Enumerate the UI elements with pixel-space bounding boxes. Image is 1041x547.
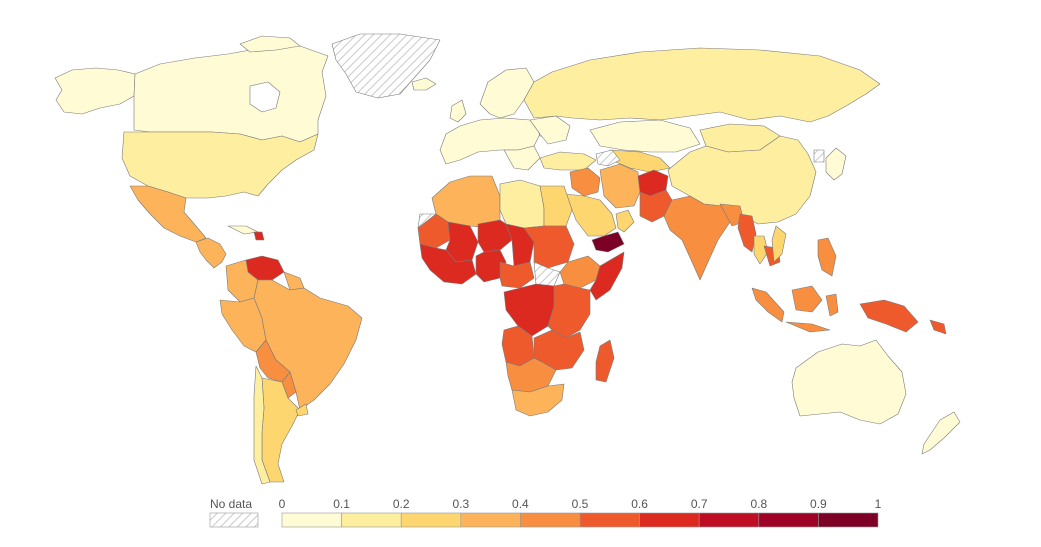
region-saudi-arabia[interactable] xyxy=(565,193,617,237)
legend-bin-7 xyxy=(698,512,760,528)
region-russia[interactable] xyxy=(523,47,881,123)
region-haiti[interactable] xyxy=(253,231,265,241)
region-syria-iraq[interactable] xyxy=(569,167,601,197)
region-thailand[interactable] xyxy=(753,235,769,265)
region-canada[interactable] xyxy=(133,45,329,143)
region-mexico[interactable] xyxy=(129,185,207,243)
legend-no-data-swatch xyxy=(209,512,259,528)
region-western-europe[interactable] xyxy=(439,117,541,165)
region-north-korea-nodata[interactable] xyxy=(813,149,825,163)
legend-tick-label: 0.5 xyxy=(572,497,589,511)
legend-bin-1 xyxy=(341,512,402,528)
legend-tick-label: 0.1 xyxy=(333,497,350,511)
region-niger[interactable] xyxy=(477,219,513,253)
region-turkey[interactable] xyxy=(539,151,597,171)
region-central-asia[interactable] xyxy=(609,149,671,173)
region-indonesia-sumatra[interactable] xyxy=(751,287,785,323)
legend-no-data-label: No data xyxy=(210,497,252,511)
region-hudson-bay xyxy=(249,81,281,113)
legend-bin-4 xyxy=(520,512,581,528)
region-egypt[interactable] xyxy=(539,185,573,227)
region-indonesia-java[interactable] xyxy=(785,321,831,333)
region-vietnam[interactable] xyxy=(771,225,787,263)
legend-tick-label: 1 xyxy=(875,497,882,511)
legend-tick-labels: 0 0.1 0.2 0.3 0.4 0.5 0.6 0.7 0.8 0.9 1 xyxy=(279,497,882,511)
legend-bin-3 xyxy=(460,512,521,528)
region-madagascar[interactable] xyxy=(595,339,615,383)
legend-bin-0 xyxy=(281,512,342,528)
region-korea-japan[interactable] xyxy=(825,147,847,181)
region-yemen[interactable] xyxy=(591,231,625,253)
region-india[interactable] xyxy=(663,195,731,281)
legend-bin-6 xyxy=(639,512,700,528)
legend-tick-label: 0.4 xyxy=(512,497,529,511)
region-caucasus-nodata[interactable] xyxy=(595,149,621,167)
region-philippines[interactable] xyxy=(817,237,837,277)
legend-bin-5 xyxy=(579,512,640,528)
region-iceland[interactable] xyxy=(411,77,437,91)
region-myanmar[interactable] xyxy=(737,213,757,253)
region-uk[interactable] xyxy=(449,99,467,123)
region-sulawesi[interactable] xyxy=(825,293,839,317)
region-central-america[interactable] xyxy=(195,237,227,269)
legend-tick-label: 0.6 xyxy=(631,497,648,511)
legend-tick-label: 0.8 xyxy=(750,497,767,511)
legend-tick-label: 0.7 xyxy=(691,497,708,511)
region-east-africa[interactable] xyxy=(547,283,591,339)
region-new-guinea[interactable] xyxy=(859,299,919,333)
legend-bin-9 xyxy=(818,512,879,528)
region-somalia[interactable] xyxy=(589,251,625,301)
legend-tick-label: 0.2 xyxy=(393,497,410,511)
region-greenland[interactable] xyxy=(331,33,441,99)
region-chile[interactable] xyxy=(253,365,271,485)
region-ethiopia[interactable] xyxy=(559,255,601,289)
region-guianas[interactable] xyxy=(283,271,305,291)
legend: No data 0 0.1 0.2 0.3 0.4 0.5 0.6 0.7 0.8 0.9 1 xyxy=(209,497,882,528)
legend-bin-8 xyxy=(758,512,819,528)
region-cuba[interactable] xyxy=(227,225,259,235)
region-oman[interactable] xyxy=(615,209,635,233)
region-kazakhstan[interactable] xyxy=(589,119,701,153)
region-new-zealand[interactable] xyxy=(921,411,961,455)
region-uruguay[interactable] xyxy=(295,403,309,417)
region-cameroon-car[interactable] xyxy=(499,261,535,289)
region-canada-islands[interactable] xyxy=(239,35,301,53)
legend-tick-label: 0 xyxy=(279,497,286,511)
region-libya[interactable] xyxy=(499,179,545,229)
region-alaska[interactable] xyxy=(54,67,136,115)
region-scandinavia[interactable] xyxy=(479,67,535,119)
legend-tick-label: 0.9 xyxy=(810,497,827,511)
region-south-africa[interactable] xyxy=(511,383,565,417)
region-south-sudan-nodata[interactable] xyxy=(533,261,561,287)
legend-tick-label: 0.3 xyxy=(452,497,469,511)
region-namibia-botswana[interactable] xyxy=(505,357,557,393)
legend-bin-2 xyxy=(400,512,462,528)
legend-color-scale xyxy=(281,512,879,528)
region-solomons[interactable] xyxy=(929,319,947,335)
region-indonesia-borneo[interactable] xyxy=(791,285,823,313)
region-australia[interactable] xyxy=(791,339,907,425)
region-iran[interactable] xyxy=(599,163,641,209)
